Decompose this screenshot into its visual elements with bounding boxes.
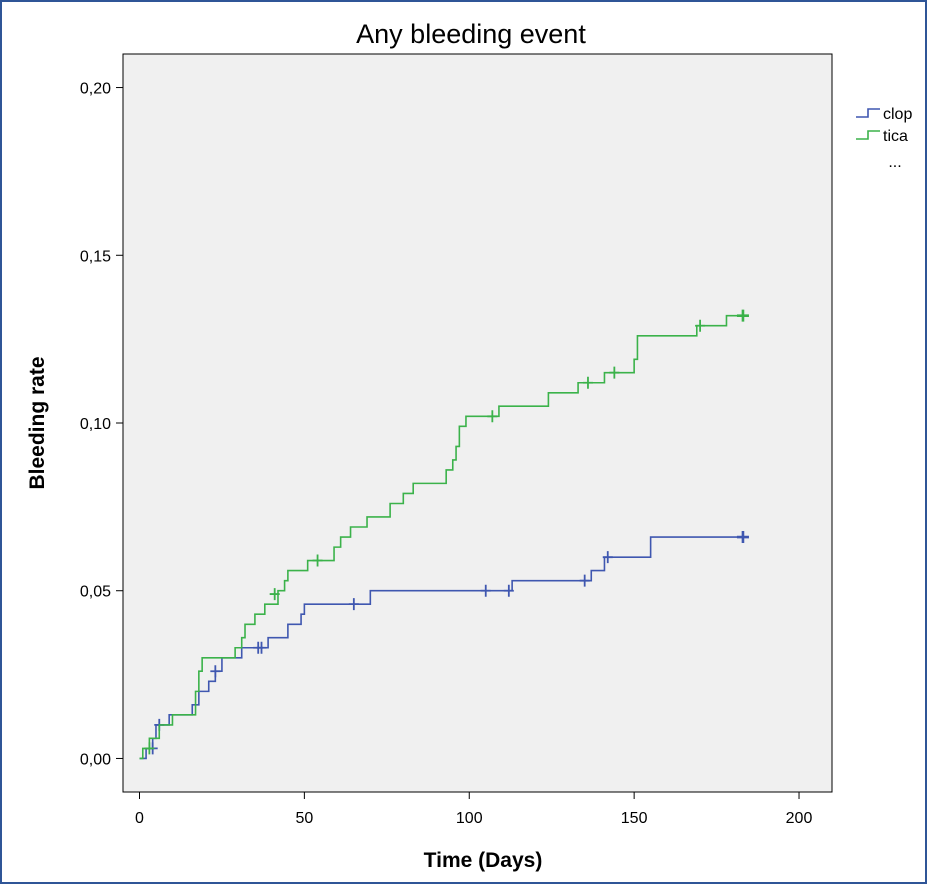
plot-area — [122, 53, 833, 793]
censor-mark-tica — [487, 410, 498, 423]
x-tick-label: 100 — [456, 810, 483, 827]
legend-label-clop: clop — [883, 106, 912, 123]
censor-mark-tica — [144, 742, 155, 755]
y-axis-ticks: 0,00 0,05 0,10 0,15 0,20 — [80, 81, 123, 768]
censor-mark-tica — [736, 309, 749, 322]
censor-mark-clop — [736, 531, 749, 544]
series-layer — [139, 309, 749, 760]
x-tick-label: 0 — [135, 810, 144, 827]
y-tick-label: 0,20 — [80, 81, 111, 98]
legend-swatch-tica — [856, 130, 880, 140]
series-line-tica — [139, 314, 743, 760]
legend-label-tica: tica — [883, 128, 908, 145]
censor-mark-clop — [503, 584, 514, 597]
y-tick-label: 0,10 — [80, 416, 111, 433]
censor-mark-tica — [695, 319, 706, 332]
chart-title: Any bleeding event — [356, 19, 586, 49]
x-tick-label: 200 — [786, 810, 813, 827]
censor-mark-clop — [602, 551, 613, 564]
y-axis-label: Bleeding rate — [26, 356, 49, 489]
x-tick-label: 150 — [621, 810, 648, 827]
censor-mark-clop — [210, 665, 221, 678]
censor-mark-clop — [579, 574, 590, 587]
legend: clop tica ... — [856, 106, 912, 171]
censor-mark-clop — [480, 584, 491, 597]
censor-mark-clop — [256, 641, 267, 654]
censor-mark-tica — [609, 366, 620, 379]
legend-swatch-clop — [856, 108, 880, 118]
legend-more: ... — [888, 154, 901, 171]
censor-mark-tica — [312, 554, 323, 567]
y-tick-label: 0,00 — [80, 751, 111, 768]
x-tick-label: 50 — [295, 810, 313, 827]
x-axis-label: Time (Days) — [424, 849, 543, 872]
y-tick-label: 0,05 — [80, 584, 111, 601]
censor-mark-tica — [582, 376, 593, 389]
censor-mark-tica — [269, 588, 280, 601]
x-axis-ticks: 0 50 100 150 200 — [135, 792, 812, 827]
y-tick-label: 0,15 — [80, 248, 111, 265]
censor-mark-clop — [348, 598, 359, 611]
